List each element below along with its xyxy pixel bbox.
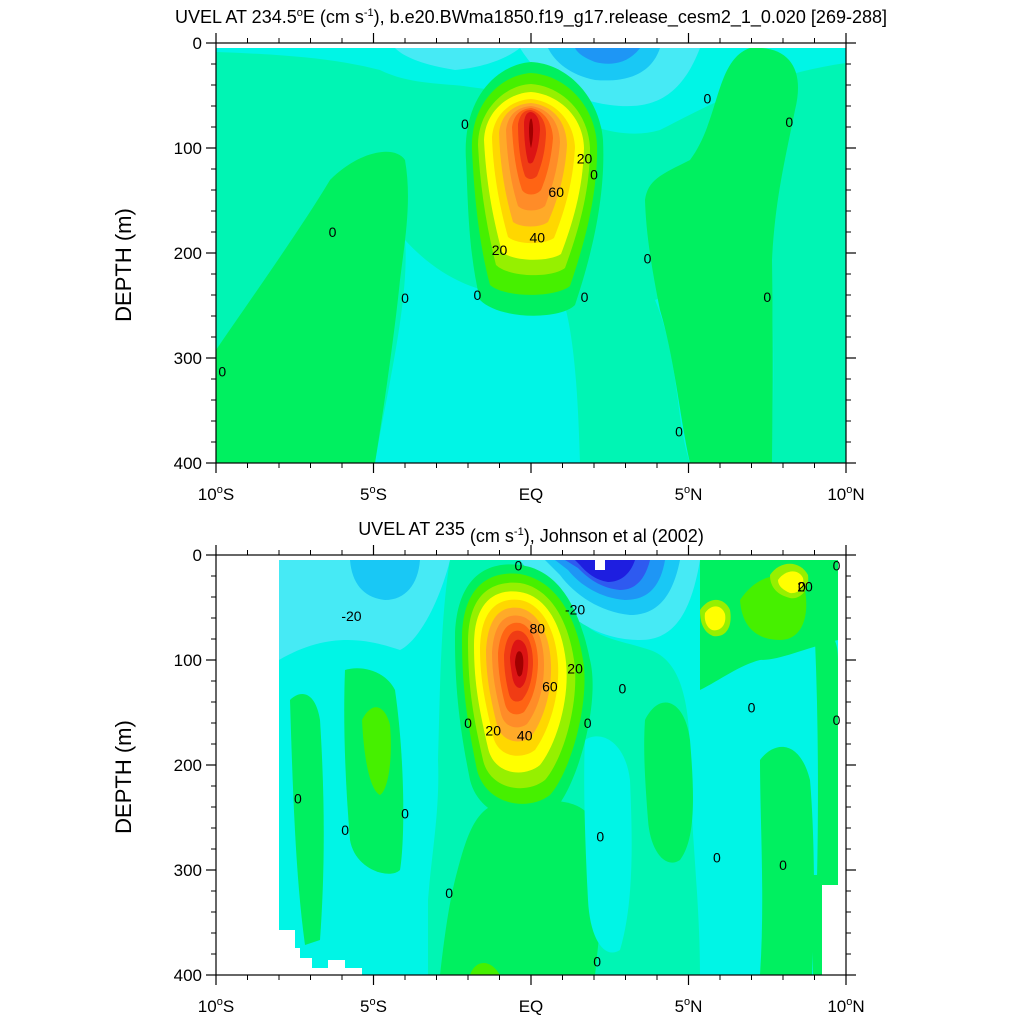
contour-label: 0 xyxy=(401,805,409,821)
contour-label: 0 xyxy=(833,558,841,574)
x-tick-label: 5oS xyxy=(360,996,387,1016)
y-tick-label: 300 xyxy=(174,349,202,368)
euc-band-100 xyxy=(515,651,524,677)
contour-label: 0 xyxy=(596,828,604,844)
y-tick-label: 100 xyxy=(174,651,202,670)
contour-label: 0 xyxy=(584,715,592,731)
contour-label: 0 xyxy=(798,579,806,595)
contour-field xyxy=(216,43,846,463)
contour-label: -20 xyxy=(565,602,585,618)
contour-label: 40 xyxy=(517,728,533,744)
westward-jet-inner xyxy=(575,48,640,64)
contour-label: 0 xyxy=(763,289,771,305)
euc-band-100 xyxy=(529,118,534,148)
x-tick-label: 5oS xyxy=(360,484,387,504)
contour-label: 0 xyxy=(713,849,721,865)
westward-jet-core xyxy=(575,560,635,582)
green-east-deep xyxy=(760,746,815,975)
contour-label: 20 xyxy=(492,242,508,258)
y-tick-label: 200 xyxy=(174,244,202,263)
contour-label: 20 xyxy=(567,660,583,676)
green-east-step xyxy=(813,875,838,975)
contour-label: 0 xyxy=(581,289,589,305)
x-tick-label: EQ xyxy=(519,485,544,504)
model-panel: UVEL AT 234.5oE (cm s-1), b.e20.BWma1850… xyxy=(111,7,887,504)
yellow-patch xyxy=(704,606,726,631)
x-tick-label: 5oN xyxy=(675,996,703,1016)
contour-label: 0 xyxy=(704,91,712,107)
green-lobe-east xyxy=(645,47,798,463)
panel-title: UVEL AT 235 (cm s-1), Johnson et al (200… xyxy=(358,519,704,546)
y-tick-label: 200 xyxy=(174,756,202,775)
y-axis-title: DEPTH (m) xyxy=(111,208,136,322)
y-tick-label: 400 xyxy=(174,454,202,473)
green-lens-a xyxy=(290,694,324,945)
x-tick-label: 10oN xyxy=(827,996,864,1016)
contour-label: 0 xyxy=(401,290,409,306)
contour-label: 60 xyxy=(548,184,564,200)
contour-label: 0 xyxy=(593,953,601,969)
contour-label: 20 xyxy=(797,579,813,595)
contour-label: 0 xyxy=(474,287,482,303)
contour-label: 0 xyxy=(341,822,349,838)
green-lobe-west xyxy=(216,151,408,463)
surface-mask xyxy=(216,43,846,48)
contour-label: 0 xyxy=(590,166,598,182)
contour-label: 0 xyxy=(515,558,523,574)
contour-label: 0 xyxy=(329,224,337,240)
green-deep-center xyxy=(440,800,603,975)
contour-label: 0 xyxy=(644,250,652,266)
contour-label: 20 xyxy=(485,722,501,738)
contour-label: 0 xyxy=(461,116,469,132)
contour-label: 0 xyxy=(785,114,793,130)
y-axis-title: DEPTH (m) xyxy=(111,720,136,834)
contour-label: 60 xyxy=(542,678,558,694)
y-tick-label: 400 xyxy=(174,966,202,985)
x-tick-label: 10oN xyxy=(827,484,864,504)
contour-label: -20 xyxy=(341,608,361,624)
contour-label: 80 xyxy=(530,621,546,637)
contour-label: 0 xyxy=(618,680,626,696)
contour-field xyxy=(279,560,846,975)
green-lens-b-core xyxy=(362,707,391,795)
green-deep-speck xyxy=(470,962,500,975)
x-tick-label: 10oS xyxy=(198,996,234,1016)
y-tick-label: 300 xyxy=(174,861,202,880)
panel-title: UVEL AT 234.5oE (cm s-1), b.e20.BWma1850… xyxy=(175,7,887,28)
contour-label: 0 xyxy=(294,791,302,807)
missing-data-cell xyxy=(595,560,605,570)
y-tick-label: 0 xyxy=(193,34,202,53)
contour-label: 0 xyxy=(748,699,756,715)
contour-label: 0 xyxy=(675,424,683,440)
x-tick-label: 5oN xyxy=(675,484,703,504)
contour-label: 20 xyxy=(577,151,593,167)
contour-label: 0 xyxy=(779,857,787,873)
westward-jet-core xyxy=(548,48,660,81)
yellow-northeast xyxy=(778,571,804,594)
y-tick-label: 100 xyxy=(174,139,202,158)
observation-panel: UVEL AT 235 (cm s-1), Johnson et al (200… xyxy=(111,519,865,1016)
contour-label: 0 xyxy=(833,712,841,728)
contour-label: 0 xyxy=(445,885,453,901)
westward-core-west xyxy=(350,560,420,600)
westward-jet-west xyxy=(395,48,520,70)
x-tick-label: EQ xyxy=(519,997,544,1016)
cyan-east-lens xyxy=(584,736,632,953)
green-east-lens xyxy=(644,702,693,863)
contour-label: 0 xyxy=(218,364,226,380)
y-tick-label: 0 xyxy=(193,546,202,565)
contour-label: 0 xyxy=(464,715,472,731)
contour-label: 40 xyxy=(530,229,546,245)
x-tick-label: 10oS xyxy=(198,484,234,504)
